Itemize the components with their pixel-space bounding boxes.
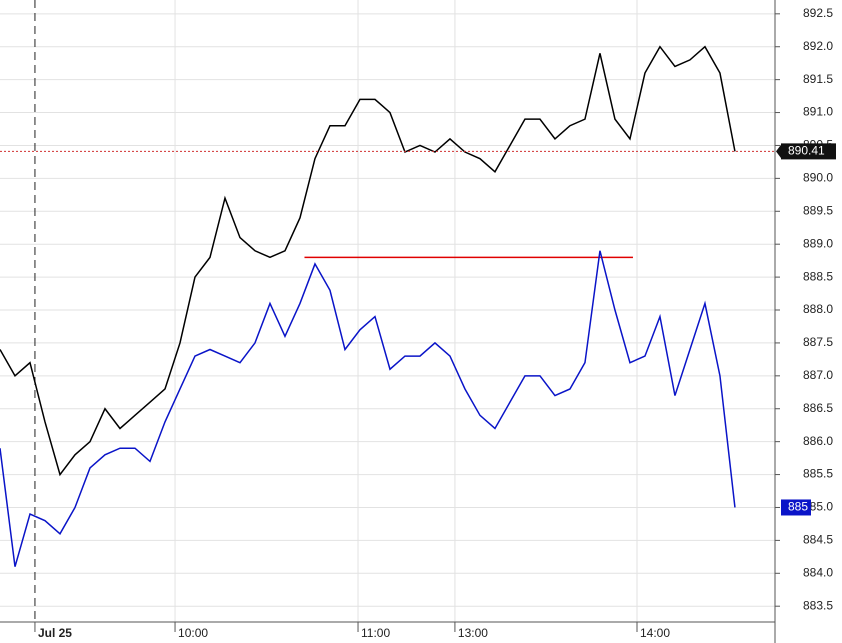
- x-tick-label: 11:00: [361, 626, 390, 640]
- x-tick-label: Jul 25: [38, 626, 72, 640]
- y-tick-label: 886.5: [803, 401, 833, 415]
- y-tick-label: 892.5: [803, 6, 833, 20]
- y-tick-label: 891.0: [803, 105, 833, 119]
- y-tick-label: 888.5: [803, 269, 833, 283]
- y-tick-label: 884.0: [803, 565, 833, 579]
- y-tick-label: 886.0: [803, 434, 833, 448]
- last-value-label: 890.41: [788, 144, 825, 158]
- y-tick-label: 887.0: [803, 368, 833, 382]
- x-tick-label: 10:00: [178, 626, 208, 640]
- y-tick-label: 888.0: [803, 302, 833, 316]
- y-tick-label: 890.0: [803, 171, 833, 185]
- y-tick-label: 892.0: [803, 39, 833, 53]
- y-tick-label: 883.5: [803, 598, 833, 612]
- last-value-box: [781, 143, 836, 160]
- y-tick-label: 891.5: [803, 72, 833, 86]
- last-value-label: 885: [788, 500, 808, 514]
- series-line: [0, 250, 736, 567]
- y-tick-label: 885.5: [803, 467, 833, 481]
- series-line: [0, 45, 736, 477]
- last-value-box: [781, 499, 811, 516]
- y-tick-label: 889.0: [803, 236, 833, 250]
- x-tick-label: 13:00: [458, 626, 488, 640]
- y-tick-label: 887.5: [803, 335, 833, 349]
- y-tick-label: 884.5: [803, 533, 833, 547]
- x-tick-label: 14:00: [640, 626, 670, 640]
- last-value-pointer: [776, 143, 782, 160]
- y-tick-label: 889.5: [803, 203, 833, 217]
